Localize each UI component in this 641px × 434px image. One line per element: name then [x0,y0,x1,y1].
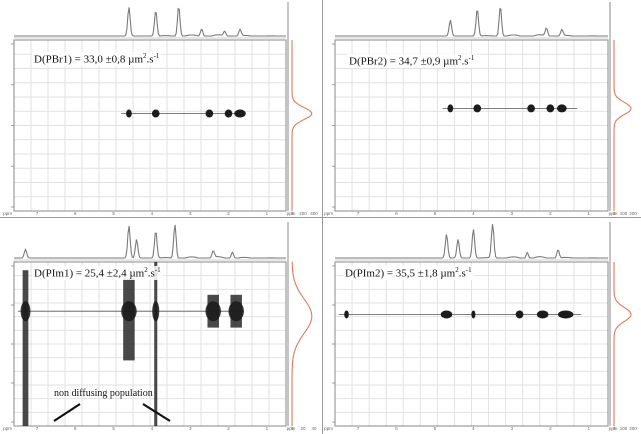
x-tick-label: 7 [36,211,39,216]
x-tick-label: 5 [434,211,437,216]
projection-axis-unit: ppm [287,211,296,216]
cross-peak [471,310,476,319]
cross-peak [527,104,535,113]
x-tick-label: 6 [74,426,77,431]
dosy-panel-pim1: 7 6 5 4 3 2 1 ppm 0 20 40 ppm D(PIm1) = 25,4 ±2,4 µ… [0,218,322,434]
projection-tick-label: 200 [299,211,307,216]
cross-peak [473,104,482,113]
diffusion-coefficient-label: D(PBr1) = 33,0 ±0,8 µm2.s-1 [32,52,162,66]
x-tick-label: 1 [266,211,269,216]
x-tick-label: 2 [549,426,552,431]
cross-peak [126,109,132,118]
cross-peak [558,310,574,319]
projection-axis-unit: ppm [609,211,618,216]
x-tick-label: 4 [151,426,154,431]
cross-peak-streak [22,270,29,426]
dosy-panel-pim2: 7 6 5 4 3 2 1 ppm 0 100 200 ppm D(PIm2) = 35,5 ±1,8… [323,218,641,434]
x-tick-label: 2 [227,211,230,216]
proton-spectrum-trace [14,224,286,259]
cross-peak [152,301,160,322]
proton-spectrum-trace [14,7,286,37]
projection-tick-label: 0 [291,211,294,216]
cross-peak [440,310,453,319]
x-axis-unit: ppm [3,211,12,216]
projection-axis-unit: ppm [609,426,618,431]
proton-spectrum-trace [335,224,608,259]
x-axis-unit: ppm [324,426,333,431]
x-tick-label: 4 [151,211,154,216]
projection-axis-unit: ppm [287,426,296,431]
cross-peak [205,109,214,118]
projection-tick-label: 0 [291,426,294,431]
cross-peak [205,301,221,322]
x-tick-label: 4 [472,211,475,216]
diffusion-coefficient-label: D(PIm2) = 35,5 ±1,8 µm2.s-1 [343,266,474,280]
cross-peak [121,301,137,322]
projection-tick-label: 20 [300,426,306,431]
x-axis-unit: ppm [3,426,12,431]
cross-peak [234,109,246,118]
proton-spectrum-trace [335,7,608,37]
projection-tick-label: 40 [311,426,317,431]
projection-tick-label: 0 [613,426,616,431]
diffusion-coefficient-label: D(PIm1) = 25,4 ±2,4 µm2.s-1 [32,266,163,280]
projection-tick-label: 200 [629,426,637,431]
x-tick-label: 4 [472,426,475,431]
dosy-panel-pbr1: 7 6 5 4 3 2 1 ppm 0 200 400 ppm D(PBr1) = 33,0 ±0,8… [0,0,322,217]
x-tick-label: 6 [74,211,77,216]
x-tick-label: 6 [395,211,398,216]
diffusion-coefficient-label: D(PBr2) = 34,7 ±0,9 µm2.s-1 [347,54,477,68]
x-tick-label: 5 [112,211,115,216]
panel-divider-horizontal [0,217,641,218]
cross-peak [557,104,567,113]
x-tick-label: 3 [511,211,514,216]
projection-tick-label: 100 [620,211,628,216]
x-tick-label: 7 [36,426,39,431]
cross-peak [20,301,31,322]
diffusion-projection-trace [613,40,632,211]
cross-peak [515,310,524,319]
cross-peak [546,104,555,113]
diffusion-projection-trace [291,261,313,426]
x-tick-label: 1 [588,211,591,216]
projection-tick-label: 200 [629,211,637,216]
x-tick-label: 2 [549,211,552,216]
projection-tick-label: 400 [310,211,318,216]
cross-peak [344,310,349,319]
diffusion-projection-trace [291,40,313,211]
x-axis-unit: ppm [324,211,333,216]
cross-peak [224,109,233,118]
x-tick-label: 7 [357,211,360,216]
cross-peak [536,310,549,319]
cross-peak-streak [154,262,158,426]
projection-tick-label: 100 [620,426,628,431]
x-tick-label: 5 [434,426,437,431]
x-tick-label: 6 [395,426,398,431]
dosy-panel-pbr2: 7 6 5 4 3 2 1 ppm 0 100 200 ppm D(PBr2) = 34,7 ±0,9… [323,0,641,217]
x-tick-label: 3 [189,426,192,431]
x-tick-label: 1 [266,426,269,431]
cross-peak [151,109,160,118]
x-tick-label: 3 [511,426,514,431]
cross-peak [447,104,454,113]
x-tick-label: 7 [357,426,360,431]
non-diffusing-annotation: non diffusing population [54,388,153,399]
x-tick-label: 1 [588,426,591,431]
projection-tick-label: 0 [613,211,616,216]
cross-peak [228,301,244,322]
x-tick-label: 3 [189,211,192,216]
x-tick-label: 5 [112,426,115,431]
x-tick-label: 2 [227,426,230,431]
diffusion-projection-trace [613,262,632,426]
